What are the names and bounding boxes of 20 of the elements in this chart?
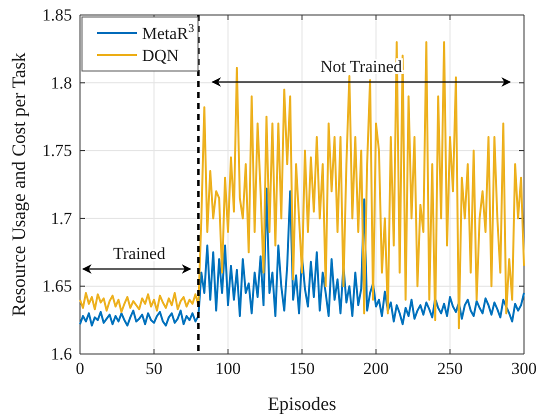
annotation: Trained <box>113 244 166 263</box>
y-tick-label: 1.6 <box>50 344 72 364</box>
y-tick-label: 1.85 <box>42 5 72 24</box>
x-tick-label: 0 <box>76 359 84 378</box>
line-series <box>79 41 525 330</box>
x-axis-title: Episodes <box>268 394 336 415</box>
x-tick-label: 250 <box>437 359 463 378</box>
y-tick-label: 1.7 <box>50 208 72 228</box>
legend-label: DQN <box>142 46 179 65</box>
x-tick-label: 200 <box>363 359 389 378</box>
y-tick-label: 1.75 <box>42 141 72 160</box>
y-tick-label: 1.8 <box>50 73 72 92</box>
y-axis-title: Resource Usage and Cost per Task <box>9 52 30 316</box>
x-tick-label: 300 <box>511 359 537 378</box>
x-tick-label: 50 <box>146 359 162 378</box>
x-tick-label: 100 <box>215 359 241 378</box>
x-tick-label: 150 <box>289 359 315 378</box>
line-series <box>79 188 525 327</box>
legend-label: MetaR$^{3}$ <box>142 21 194 43</box>
y-tick-label: 1.65 <box>42 276 72 296</box>
